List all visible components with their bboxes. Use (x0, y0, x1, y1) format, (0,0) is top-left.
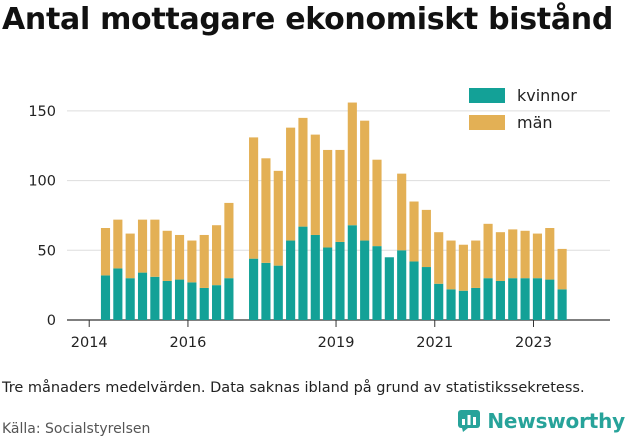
bar-män (261, 158, 271, 263)
source-credit: Källa: Socialstyrelsen (2, 421, 151, 437)
bar-kvinnor (384, 257, 394, 320)
bar-kvinnor (174, 279, 185, 320)
bar-män (360, 120, 370, 241)
bar-män (298, 117, 308, 227)
bar-män (224, 202, 234, 279)
bar-kvinnor (409, 261, 419, 320)
bar-män (150, 219, 160, 277)
newsworthy-logo-icon (458, 410, 481, 432)
bar-kvinnor (360, 240, 370, 320)
y-axis: 0 50 100 150 (28, 104, 56, 329)
bar-män (397, 173, 407, 251)
bar-män (520, 230, 530, 279)
bar-män (113, 219, 123, 269)
legend-swatch-män (469, 115, 505, 130)
y-tick-label: 50 (38, 243, 56, 259)
brand[interactable]: Newsworthy (457, 409, 625, 433)
y-tick-label: 0 (47, 313, 56, 329)
bar-kvinnor (150, 276, 160, 320)
x-tick-label: 2019 (318, 335, 355, 351)
bar-kvinnor (545, 279, 555, 320)
bar-kvinnor (249, 258, 259, 320)
bar-kvinnor (421, 267, 431, 320)
bar-kvinnor (434, 283, 444, 320)
bar-kvinnor (397, 250, 407, 320)
bar-män (162, 230, 172, 281)
bar-män (471, 240, 481, 288)
y-tick-label: 100 (28, 174, 56, 190)
bar-män (286, 127, 296, 241)
bar-män (100, 228, 111, 276)
bar-kvinnor (458, 290, 468, 320)
bar-män (434, 232, 444, 284)
bar-kvinnor (471, 287, 481, 320)
bar-män (446, 240, 456, 290)
bar-män (137, 219, 148, 273)
chart-title: Antal mottagare ekonomiskt bistånd (2, 2, 614, 37)
bar-män (532, 233, 543, 279)
bar-kvinnor (520, 278, 530, 320)
y-tick-label: 150 (28, 104, 56, 120)
bar-kvinnor (187, 282, 197, 320)
bar-kvinnor (335, 241, 345, 320)
bar-män (212, 225, 222, 286)
bar-kvinnor (347, 225, 357, 320)
x-axis: 2014 2016 2019 2021 2023 (71, 320, 552, 351)
bar-kvinnor (212, 285, 222, 320)
bar-kvinnor (273, 265, 283, 320)
bar-män (545, 228, 555, 280)
bar-kvinnor (557, 289, 567, 320)
bar-kvinnor (286, 240, 296, 320)
x-tick-label: 2014 (71, 335, 108, 351)
bar-kvinnor (125, 278, 135, 320)
x-tick-label: 2023 (515, 335, 552, 351)
bar-kvinnor (446, 289, 456, 320)
bar-kvinnor (495, 280, 505, 320)
bar-män (249, 137, 259, 259)
x-tick-label: 2021 (416, 335, 453, 351)
bar-män (323, 149, 333, 248)
bar-kvinnor (261, 262, 271, 320)
bar-kvinnor (199, 287, 209, 320)
bar-series (100, 102, 567, 320)
bar-män (458, 244, 468, 291)
bar-kvinnor (323, 247, 333, 320)
legend-label-män: män (517, 113, 553, 132)
bar-män (495, 232, 505, 281)
bar-män (273, 170, 283, 266)
bar-kvinnor (372, 246, 382, 320)
bar-kvinnor (137, 272, 148, 320)
bar-män (372, 159, 382, 247)
bar-män (310, 134, 320, 235)
bar-kvinnor (310, 234, 320, 320)
bar-män (174, 234, 185, 280)
bar-män (125, 233, 135, 279)
bar-män (409, 201, 419, 262)
bar-män (199, 234, 209, 288)
legend-swatch-kvinnor (469, 88, 505, 103)
bar-kvinnor (508, 278, 518, 320)
bar-kvinnor (113, 268, 123, 320)
chart-note: Tre månaders medelvärden. Data saknas ib… (2, 380, 585, 396)
bar-män (187, 240, 197, 283)
bar-kvinnor (162, 280, 172, 320)
bar-män (347, 102, 357, 226)
bar-män (508, 229, 518, 279)
bar-män (421, 209, 431, 268)
bar-män (335, 149, 345, 242)
legend-label-kvinnor: kvinnor (517, 86, 577, 105)
legend: kvinnor män (469, 86, 577, 132)
bar-kvinnor (483, 278, 493, 320)
bar-kvinnor (298, 226, 308, 320)
stacked-bar-chart: 0 50 100 150 2014 2016 2019 2021 2023 kvinnor mä… (28, 86, 610, 351)
x-tick-label: 2016 (169, 335, 206, 351)
bar-kvinnor (100, 275, 111, 320)
bar-män (483, 223, 493, 279)
bar-män (557, 248, 567, 290)
brand-name: Newsworthy (487, 409, 625, 433)
bar-kvinnor (224, 278, 234, 320)
bar-kvinnor (532, 278, 543, 320)
